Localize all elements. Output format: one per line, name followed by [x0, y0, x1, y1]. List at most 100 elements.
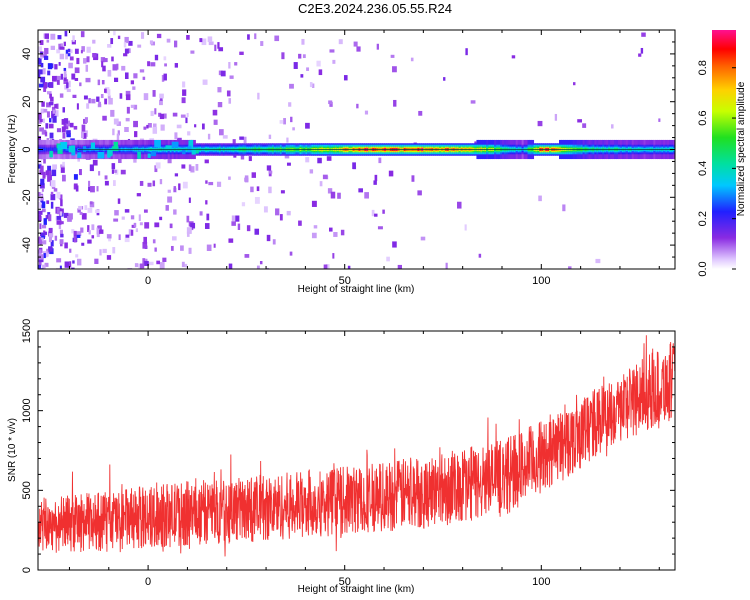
colorbar: 0.0 0.2 0.4 0.6 0.8 Normalized spectral ampl…: [697, 30, 747, 277]
noise-cell: [326, 156, 332, 161]
noise-cell: [93, 56, 99, 61]
noise-cell: [48, 227, 53, 232]
noise-cell: [82, 133, 87, 139]
noise-cell: [48, 123, 54, 129]
noise-cell: [165, 205, 169, 211]
noise-cell: [182, 181, 188, 189]
noise-cell: [110, 38, 114, 45]
noise-cell: [91, 224, 95, 231]
noise-cell: [54, 64, 58, 70]
noise-cell: [286, 137, 289, 143]
noise-cell: [44, 231, 48, 235]
noise-cell: [77, 208, 81, 213]
ridge-blob: [112, 146, 119, 152]
noise-cell: [73, 230, 77, 236]
x-tick-label: 0: [145, 275, 151, 287]
noise-cell: [43, 108, 48, 113]
noise-cell: [56, 191, 61, 199]
noise-cell: [59, 194, 63, 200]
noise-cell: [47, 174, 52, 182]
ridge-cell: [51, 148, 55, 151]
noise-cell: [337, 192, 341, 199]
noise-cell: [107, 95, 111, 99]
noise-cell: [311, 232, 317, 239]
noise-cell: [187, 131, 191, 136]
noise-cell: [43, 157, 46, 164]
noise-cell: [43, 253, 46, 259]
noise-cell: [420, 236, 426, 241]
noise-cell: [194, 124, 197, 128]
noise-cell: [218, 129, 224, 136]
noise-cell: [56, 49, 61, 54]
noise-cell: [131, 224, 136, 228]
noise-cell: [237, 223, 241, 230]
chart-title: C2E3.2024.236.05.55.R24: [298, 1, 452, 16]
noise-cell: [92, 39, 96, 44]
noise-cell: [582, 123, 587, 128]
snr-y-axis-label: SNR (10 * v/v): [7, 418, 18, 482]
noise-cell: [60, 167, 65, 173]
colorbar-tick-label: 0.8: [697, 60, 709, 75]
noise-cell: [139, 222, 143, 226]
noise-cell: [96, 232, 100, 238]
noise-cell: [443, 77, 446, 81]
noise-cell: [97, 79, 101, 86]
noise-cell: [47, 63, 53, 70]
noise-cell: [142, 241, 148, 249]
noise-cell: [86, 46, 91, 53]
noise-cell: [56, 258, 62, 263]
noise-cell: [65, 49, 71, 57]
noise-cell: [127, 48, 131, 54]
noise-cell: [154, 165, 158, 173]
noise-cell: [58, 223, 62, 230]
noise-cell: [111, 169, 114, 174]
noise-cell: [213, 119, 218, 125]
noise-cell: [52, 109, 56, 114]
noise-cell: [418, 110, 423, 116]
noise-cell: [43, 55, 49, 60]
colorbar-tick-label: 0.6: [697, 110, 709, 125]
noise-cell: [95, 209, 100, 214]
noise-cell: [181, 97, 186, 104]
noise-cell: [316, 60, 321, 67]
noise-cell: [92, 52, 97, 58]
ridge-blob: [57, 144, 62, 151]
noise-cell: [220, 70, 226, 77]
noise-cell: [113, 218, 119, 222]
noise-cell: [125, 94, 131, 101]
noise-cell: [114, 77, 119, 83]
noise-cell: [45, 123, 49, 129]
noise-cell: [537, 120, 543, 127]
noise-cell: [305, 122, 310, 129]
noise-cell: [246, 225, 251, 232]
y-tick-label: 20: [21, 96, 33, 108]
noise-cell: [84, 117, 88, 123]
noise-cell: [71, 73, 76, 80]
noise-cell: [293, 62, 298, 69]
noise-cell: [40, 232, 45, 237]
noise-cell: [40, 76, 46, 83]
noise-cell: [457, 201, 462, 209]
noise-cell: [78, 169, 82, 176]
noise-cell: [159, 93, 164, 99]
ridge-cell: [65, 148, 69, 151]
noise-cell: [62, 107, 65, 113]
noise-cell: [154, 222, 160, 228]
noise-cell: [464, 224, 467, 231]
noise-cell: [40, 108, 44, 114]
noise-cell: [91, 235, 95, 239]
noise-cell: [143, 126, 147, 130]
noise-cell: [159, 262, 165, 269]
noise-cell: [69, 261, 72, 268]
noise-cell: [46, 111, 50, 118]
noise-cell: [116, 133, 120, 141]
noise-cell: [254, 33, 257, 40]
noise-cell: [125, 234, 130, 238]
noise-cell: [104, 180, 109, 186]
noise-cell: [217, 102, 223, 108]
noise-cell: [306, 67, 310, 71]
noise-cell: [44, 47, 49, 55]
noise-cell: [98, 101, 101, 107]
noise-cell: [75, 185, 79, 192]
noise-cell: [81, 46, 85, 52]
